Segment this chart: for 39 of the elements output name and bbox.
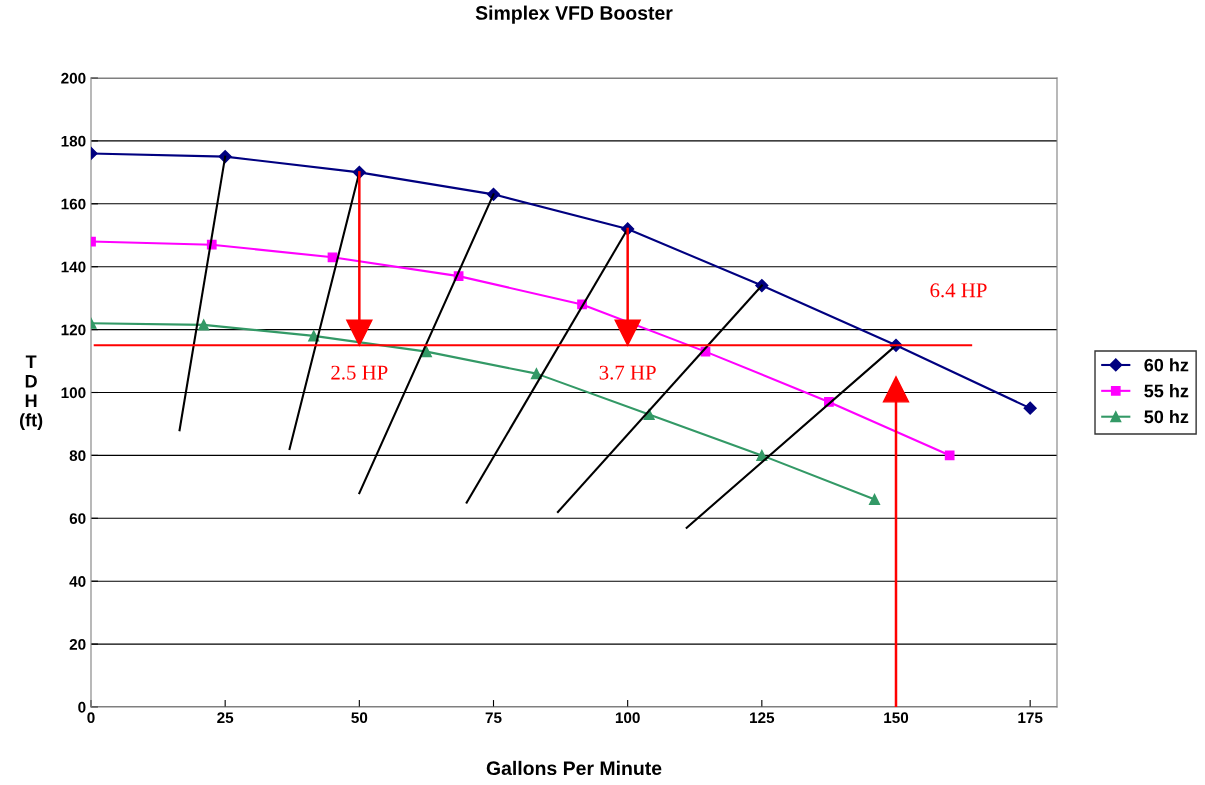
- x-tick-label: 25: [217, 712, 234, 724]
- x-tick-label: 100: [615, 712, 640, 724]
- point: [614, 319, 641, 346]
- point: [327, 252, 338, 263]
- point: [756, 449, 768, 461]
- annotation: 3.7 HP: [599, 365, 656, 380]
- y-tick-label: 160: [61, 198, 86, 210]
- x-tick-label: 175: [1018, 712, 1043, 724]
- y-tick-label: 180: [61, 135, 86, 147]
- point: [882, 376, 910, 403]
- y-tick-label: 0: [78, 701, 86, 713]
- point: [530, 368, 542, 380]
- point: [198, 319, 210, 331]
- x-axis-title: Gallons Per Minute: [486, 760, 662, 776]
- x-tick-label: 50: [351, 712, 368, 724]
- point: [1023, 401, 1037, 415]
- y-tick-label: 20: [69, 638, 86, 650]
- legend-label: 60 hz: [1144, 358, 1189, 372]
- point: [420, 346, 432, 358]
- point: [944, 450, 955, 461]
- annotation: 6.4 HP: [930, 283, 987, 298]
- y-tick-label: 40: [69, 576, 86, 587]
- y-tick-label: 60: [69, 513, 86, 524]
- chart-title: Simplex VFD Booster: [475, 5, 673, 24]
- point: [868, 493, 881, 505]
- y-axis-title: T D H (ft): [19, 355, 43, 431]
- x-tick-label: 150: [884, 712, 909, 724]
- point: [346, 319, 373, 346]
- y-tick-label: 140: [61, 261, 86, 273]
- x-tick-label: 75: [485, 712, 502, 724]
- legend-label: 55 hz: [1144, 384, 1189, 398]
- x-tick-label: 125: [750, 712, 775, 724]
- y-tick-label: 80: [69, 450, 86, 462]
- annotation: 2.5 HP: [331, 365, 388, 380]
- y-tick-label: 120: [61, 324, 86, 336]
- y-tick-label: 200: [61, 72, 86, 84]
- legend-label: 50 hz: [1144, 409, 1189, 424]
- y-tick-label: 100: [61, 387, 86, 399]
- x-tick-label: 0: [87, 712, 95, 724]
